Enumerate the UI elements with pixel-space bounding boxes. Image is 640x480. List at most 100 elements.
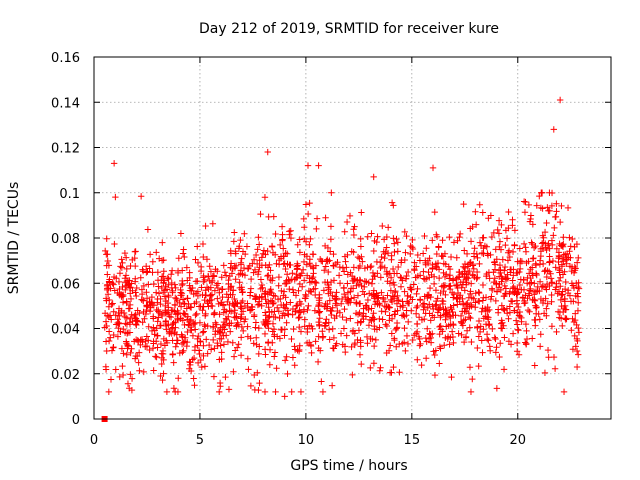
data-point <box>257 285 264 293</box>
data-point <box>454 274 462 281</box>
data-point <box>162 308 169 316</box>
data-point <box>431 371 439 379</box>
data-point <box>155 283 162 290</box>
data-point <box>489 325 496 333</box>
data-point <box>116 373 123 381</box>
data-point <box>153 353 160 361</box>
data-point <box>149 301 156 309</box>
data-point <box>237 267 245 274</box>
data-point <box>144 226 152 233</box>
data-point <box>232 314 240 321</box>
data-point <box>264 272 271 280</box>
data-point <box>177 303 185 310</box>
data-point <box>561 295 568 303</box>
data-point <box>413 304 420 311</box>
data-point <box>358 360 365 368</box>
data-point <box>289 286 297 293</box>
data-point <box>390 279 397 286</box>
data-point <box>217 342 224 349</box>
data-point <box>153 249 160 256</box>
data-point <box>509 216 516 223</box>
data-point <box>320 287 328 294</box>
data-point <box>262 321 269 329</box>
data-point <box>145 323 152 330</box>
data-point <box>513 291 521 298</box>
data-point <box>198 284 205 291</box>
data-point <box>354 253 362 261</box>
data-point <box>449 320 457 328</box>
y-tick-label: 0.14 <box>51 96 80 111</box>
data-point <box>354 292 362 299</box>
data-point <box>161 293 169 300</box>
data-point <box>312 278 319 286</box>
data-point <box>553 328 560 336</box>
data-point <box>394 307 401 314</box>
data-point <box>566 292 574 299</box>
data-point <box>280 304 288 311</box>
data-point <box>160 335 168 343</box>
data-point <box>265 304 272 311</box>
data-point <box>467 388 475 396</box>
data-point <box>550 126 557 133</box>
data-point <box>237 315 244 322</box>
data-point <box>287 299 294 306</box>
data-point <box>381 298 389 305</box>
data-point <box>187 303 194 311</box>
data-point <box>319 388 327 396</box>
data-point <box>143 269 150 276</box>
data-point <box>548 202 556 210</box>
data-point <box>264 264 272 271</box>
data-point <box>516 281 524 289</box>
data-point <box>466 363 474 371</box>
data-point <box>231 229 238 236</box>
data-point <box>143 288 150 296</box>
data-point <box>384 292 391 299</box>
data-point <box>399 277 406 284</box>
data-point <box>548 237 556 244</box>
data-point <box>305 302 312 310</box>
data-point <box>467 301 475 309</box>
data-point <box>125 305 132 312</box>
data-point <box>110 281 117 288</box>
data-point <box>397 283 405 290</box>
data-point <box>153 306 160 314</box>
data-point <box>101 310 109 317</box>
data-point <box>103 347 110 355</box>
data-point <box>464 299 471 307</box>
data-point <box>153 325 160 332</box>
data-point <box>118 264 126 271</box>
data-point <box>573 259 581 266</box>
data-point <box>374 292 381 299</box>
data-point <box>163 388 171 396</box>
data-point <box>106 312 114 319</box>
data-point <box>271 353 278 360</box>
data-point <box>132 289 139 296</box>
data-point <box>546 258 554 265</box>
data-point <box>390 363 397 371</box>
data-point <box>352 299 360 306</box>
data-point <box>354 311 362 318</box>
data-point <box>272 388 279 396</box>
data-point <box>573 335 581 343</box>
data-point <box>496 243 503 251</box>
data-point <box>536 287 543 295</box>
data-point <box>434 295 441 302</box>
data-point <box>448 328 456 335</box>
data-point <box>159 239 166 246</box>
data-point <box>146 346 153 354</box>
data-point <box>338 295 346 303</box>
data-point <box>312 291 319 299</box>
data-point <box>530 244 538 251</box>
data-point <box>177 230 185 237</box>
data-point <box>133 284 140 292</box>
data-point <box>412 274 419 281</box>
data-point <box>269 297 276 305</box>
data-point <box>507 341 515 348</box>
data-point <box>513 300 521 307</box>
data-point <box>103 235 110 242</box>
data-point <box>539 205 546 212</box>
data-point <box>429 303 436 310</box>
data-point <box>140 368 147 376</box>
data-point <box>418 361 425 369</box>
data-point <box>368 230 375 237</box>
